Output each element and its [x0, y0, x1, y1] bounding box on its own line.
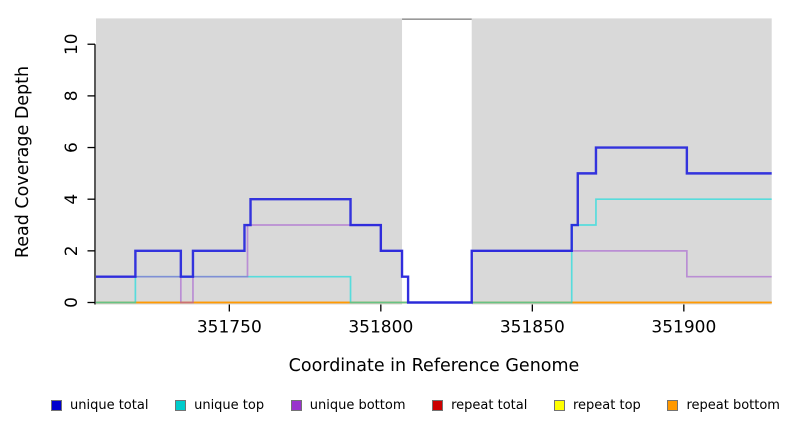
legend-swatch-unique-top: [175, 400, 187, 411]
legend-item-unique-top: unique top: [175, 398, 265, 413]
legend-label: repeat total: [451, 398, 528, 413]
legend-item-repeat-total: repeat total: [432, 398, 528, 413]
x-tick-label: 351900: [651, 318, 716, 338]
covered-region: [96, 18, 403, 305]
legend-label: unique total: [70, 398, 149, 413]
y-axis-title: Read Coverage Depth: [13, 65, 33, 259]
y-tick-label: 0: [62, 297, 82, 308]
y-tick-label: 4: [62, 194, 82, 205]
legend-label: unique bottom: [309, 398, 406, 413]
y-tick-label: 8: [62, 90, 82, 101]
x-axis-title: Coordinate in Reference Genome: [288, 356, 580, 376]
legend-label: repeat top: [573, 398, 641, 413]
series-line-unique-total: [96, 146, 772, 304]
y-tick-label: 10: [62, 33, 82, 55]
x-tick-label: 351800: [348, 318, 413, 338]
y-tick-label: 6: [62, 142, 82, 153]
covered-region: [471, 18, 772, 305]
legend-label: repeat bottom: [686, 398, 780, 413]
legend-item-repeat-top: repeat top: [554, 398, 641, 413]
legend-swatch-unique-total: [51, 400, 62, 411]
y-tick-label: 2: [62, 245, 82, 256]
legend-item-unique-total: unique total: [51, 398, 149, 413]
legend: unique total unique top unique bottom repea…: [51, 398, 780, 413]
x-tick-label: 351850: [500, 318, 565, 338]
x-tick-label: 351750: [197, 318, 262, 338]
legend-label: unique top: [194, 398, 265, 413]
legend-item-unique-bottom: unique bottom: [290, 398, 406, 413]
legend-swatch-repeat-bottom: [667, 400, 679, 411]
legend-swatch-repeat-total: [432, 400, 444, 411]
legend-swatch-unique-bottom: [290, 400, 302, 411]
legend-swatch-repeat-top: [554, 400, 565, 411]
legend-item-repeat-bottom: repeat bottom: [667, 398, 780, 413]
